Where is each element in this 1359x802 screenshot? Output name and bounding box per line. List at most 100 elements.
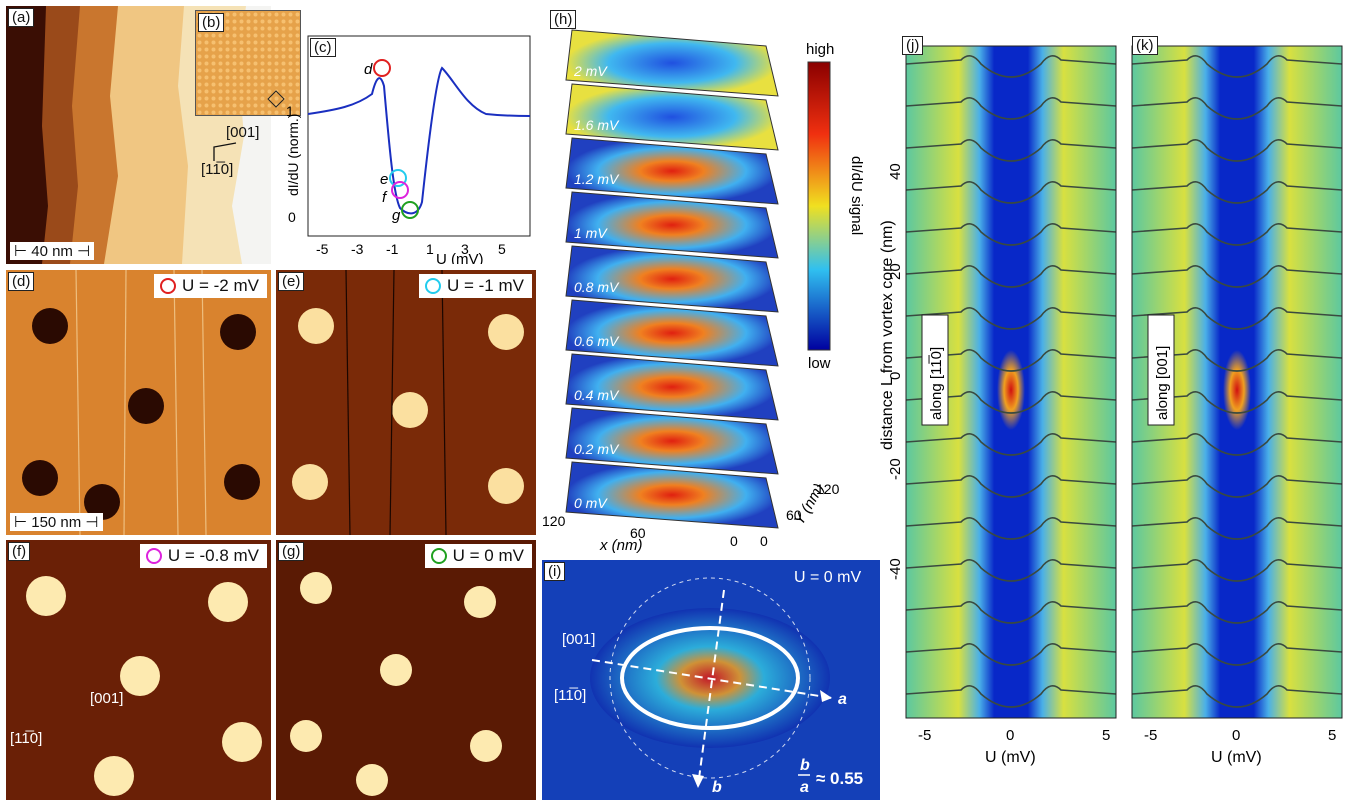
panel-label: (e): [278, 272, 305, 291]
xtick: 5: [498, 241, 506, 257]
layer-6: 0.4 mV: [565, 353, 779, 421]
ytick: 120: [816, 481, 840, 497]
direction-110: [11̅0]: [10, 730, 43, 747]
panel-label: (b): [198, 13, 225, 32]
spectrum-plot: 1 0 -5 -3 -1 1 3 5 U (mV) dI/dU (norm.) …: [285, 35, 531, 264]
ytick: 0: [887, 372, 904, 380]
xtick: 120: [542, 513, 566, 529]
panel-label: (i): [544, 562, 566, 581]
spectrum-trace: [1131, 307, 1343, 330]
point-d-marker: [373, 59, 391, 77]
panel-label: (c): [310, 38, 336, 57]
xtick: 0: [1232, 727, 1240, 744]
xtick: -1: [386, 241, 399, 257]
spectrum-trace: [1131, 223, 1343, 246]
layer-3: 1 mV: [565, 191, 779, 259]
voltage-box: U = 0 mV: [424, 544, 532, 568]
xtick: 1: [426, 241, 434, 257]
panel-i-map: a b U = 0 mV [001] [11̅0] b a ≈ 0.55 (i): [542, 560, 880, 800]
direction-110: [11̅0]: [554, 687, 586, 704]
spectrum-trace: [905, 559, 1117, 582]
ytick: 0: [760, 533, 768, 549]
xtick: -5: [316, 241, 329, 257]
spectrum-trace: [1131, 55, 1343, 78]
panel-label: (a): [8, 8, 35, 27]
cyan-ring-icon: [425, 278, 441, 294]
plot-frame: [905, 45, 1117, 719]
colorbar-label: dI/dU signal: [848, 156, 865, 235]
scale-bar: ⊢ 40 nm ⊣: [10, 242, 95, 260]
spectrum-trace: [905, 223, 1117, 246]
layer-label: 1 mV: [574, 225, 608, 241]
spectrum-trace: [1131, 349, 1343, 372]
plot-frame: [1131, 45, 1343, 719]
vortex-core-signal: [997, 350, 1025, 430]
layer-5: 0.6 mV: [565, 299, 779, 367]
panel-label: (j): [902, 36, 924, 55]
panel-e-map: (e) U = -1 mV: [276, 270, 536, 535]
xtick: 60: [630, 525, 646, 541]
spectrum-trace: [905, 97, 1117, 120]
axis-a-line: [591, 659, 833, 699]
spectrum-trace: [905, 517, 1117, 540]
vortex-lattice-dark: [6, 270, 271, 535]
ratio-numerator: b: [800, 757, 810, 774]
vortex-lattice-bright: [6, 540, 271, 800]
x-axis-label: U (mV): [985, 749, 1036, 766]
voltage-box: U = -1 mV: [419, 274, 532, 298]
spectrum-trace: [1131, 643, 1343, 666]
point-f-marker: [391, 181, 409, 199]
ratio-value: ≈ 0.55: [816, 769, 863, 788]
spectrum-trace: [1131, 601, 1343, 624]
point-g-label: g: [392, 207, 401, 224]
along-label: along [001]: [1154, 346, 1171, 420]
magenta-ring-icon: [145, 548, 162, 564]
point-g-marker: [401, 201, 419, 219]
panel-d-map: (d) U = -2 mV ⊢ 150 nm ⊣: [6, 270, 271, 535]
point-f-label: f: [382, 189, 388, 206]
xtick: -5: [918, 727, 931, 744]
stacked-layers: 2 mV 1.6 mV 1.2 mV 1 mV 0.8 mV 0.6 mV 0.4 mV 0.…: [542, 29, 865, 554]
spectrum-trace: [905, 433, 1117, 456]
x-axis-label: U (mV): [1211, 749, 1262, 766]
voltage-label: U = 0 mV: [452, 546, 524, 565]
spectrum-trace: [905, 349, 1117, 372]
panel-g-map: (g) U = 0 mV: [276, 540, 536, 800]
xtick: -3: [351, 241, 364, 257]
along-label-box: along [001]: [1147, 314, 1175, 426]
xtick: -5: [1144, 727, 1157, 744]
along-label-box: along [11̅0]: [921, 314, 949, 426]
layer-label: 0.8 mV: [574, 279, 620, 295]
layer-7: 0.2 mV: [565, 407, 779, 475]
spectrum-trace: [905, 265, 1117, 288]
layer-1: 1.6 mV: [565, 83, 779, 151]
spectrum-trace: [1131, 433, 1343, 456]
voltage-label: U = 0 mV: [794, 569, 861, 586]
panel-label: (g): [278, 542, 305, 561]
ytick: 60: [786, 507, 802, 523]
spectrum-trace: [905, 685, 1117, 708]
spectrum-trace: [905, 55, 1117, 78]
spectrum-trace: [905, 475, 1117, 498]
panel-c-spectrum: 1 0 -5 -3 -1 1 3 5 U (mV) dI/dU (norm.) …: [276, 6, 536, 264]
point-e-label: e: [380, 171, 388, 188]
spectrum-trace: [1131, 559, 1343, 582]
layer-label: 1.6 mV: [574, 117, 620, 133]
spectrum-trace: [1131, 181, 1343, 204]
green-ring-icon: [430, 548, 447, 564]
spectrum-trace: [1131, 97, 1343, 120]
voltage-label: U = -2 mV: [182, 276, 259, 295]
direction-110: [11̅0]: [201, 161, 234, 178]
panel-label: (f): [8, 542, 31, 561]
panel-b-atomic-inset: (b): [195, 10, 301, 116]
layer-8: 0 mV: [565, 461, 779, 529]
spectrum-trace: [1131, 391, 1343, 414]
y-axis-label: distance L from vortex core (nm): [879, 220, 896, 450]
layer-label: 0.2 mV: [574, 441, 620, 457]
ytick: -20: [887, 458, 904, 480]
voltage-label: U = -0.8 mV: [167, 546, 259, 565]
ratio-denominator: a: [800, 779, 809, 796]
spectrum-trace: [1131, 265, 1343, 288]
ytick-1: 1: [286, 103, 294, 119]
spectrum-trace: [905, 139, 1117, 162]
